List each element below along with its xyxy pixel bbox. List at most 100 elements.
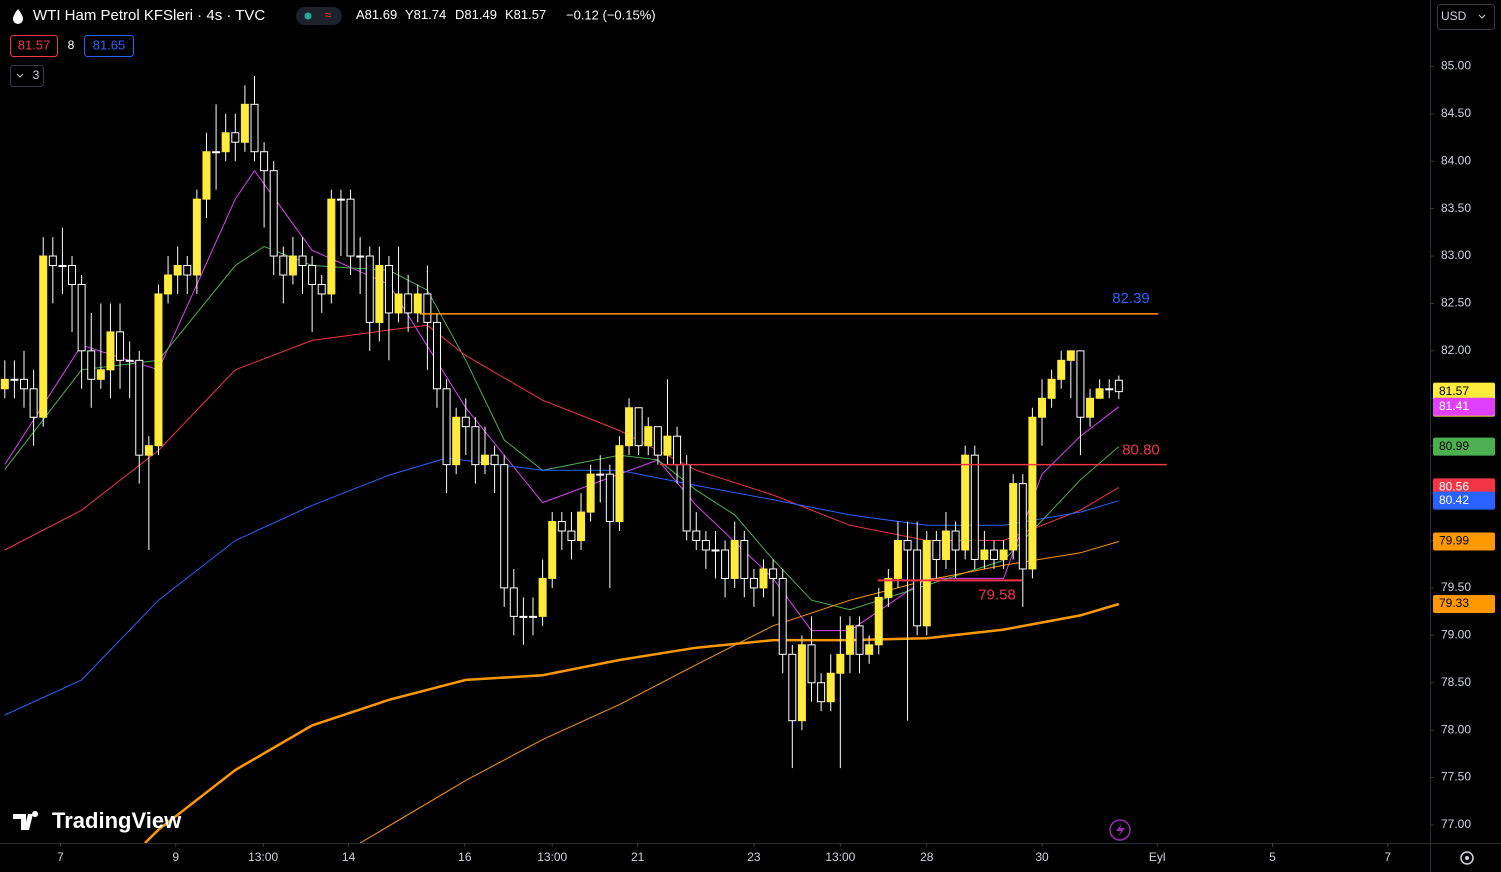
candle-body — [432, 321, 441, 390]
x-tick-label: 23 — [747, 850, 761, 864]
candle-body — [144, 445, 153, 456]
ohlc-open-value: 81.69 — [365, 7, 398, 22]
brand-name: TradingView — [52, 808, 182, 833]
candle-body — [68, 265, 77, 285]
candle-body — [721, 549, 730, 579]
candle-body — [192, 198, 201, 276]
candle-body — [826, 672, 835, 703]
chevron — [1478, 14, 1486, 19]
y-tick-label: 84.50 — [1441, 106, 1471, 120]
ohlc-low: D81.49 — [455, 7, 497, 22]
alert-icon[interactable] — [1109, 819, 1131, 841]
alert-bolt — [1116, 823, 1125, 837]
candle-body — [1066, 350, 1075, 361]
ohlc-close-prefix: K — [505, 7, 514, 22]
candle-body — [413, 293, 422, 314]
candle-body — [644, 426, 653, 447]
candle-body — [48, 255, 57, 267]
candle-body — [759, 568, 768, 589]
ohlc-low-prefix: D — [455, 7, 464, 22]
plot-area: 82.39 80.80 79.58 — [0, 75, 1167, 843]
candle-body — [605, 473, 614, 523]
candle-body — [336, 198, 345, 201]
candle-body — [298, 255, 307, 267]
candle-body — [557, 521, 566, 532]
sell-price[interactable]: 81.57 — [18, 37, 51, 52]
candle-body — [375, 265, 384, 323]
ohlc-high: Y81.74 — [405, 7, 446, 22]
y-tick-label: 83.50 — [1441, 201, 1471, 215]
candle-body — [548, 521, 557, 579]
ohlc-low-value: 81.49 — [464, 7, 497, 22]
candle-body — [932, 540, 941, 560]
y-tick-label: 82.50 — [1441, 296, 1471, 310]
y-tick-label: 79.00 — [1441, 628, 1471, 642]
candle-body — [807, 644, 816, 684]
candle-body — [394, 293, 403, 314]
candle-body — [692, 530, 701, 542]
candle-body — [106, 331, 115, 371]
candle-body — [1086, 397, 1095, 418]
x-tick-label: 30 — [1035, 850, 1049, 864]
candle-body — [116, 331, 125, 361]
candle-body — [490, 454, 499, 466]
symbol-icon — [13, 9, 23, 24]
candle-body — [529, 615, 538, 618]
candle-body — [577, 511, 586, 542]
candle-body — [212, 151, 221, 154]
y-tick-label: 79.50 — [1441, 580, 1471, 594]
candle-body — [509, 587, 518, 617]
candle-body — [769, 568, 778, 579]
candle-body — [1018, 483, 1027, 570]
candle-body — [951, 530, 960, 551]
ohlc-high-value: 81.74 — [414, 7, 447, 22]
candle-body — [20, 378, 29, 390]
settings-icon[interactable] — [1460, 851, 1474, 865]
candle-body — [778, 577, 787, 655]
symbol-title: WTI Ham Petrol KFSleri · 4s · TVC — [33, 7, 265, 24]
currency[interactable]: USD — [1441, 9, 1467, 23]
candle-body — [288, 255, 297, 276]
x-tick-label: 14 — [342, 850, 356, 864]
candle-body — [221, 132, 230, 153]
y-tick-label: 77.50 — [1441, 770, 1471, 784]
currency-selector[interactable] — [1437, 4, 1495, 30]
buy-button[interactable] — [84, 35, 134, 57]
indicator-line — [4, 245, 1120, 611]
candle-body — [836, 653, 845, 674]
candle-body — [1114, 379, 1123, 393]
market-status — [304, 12, 312, 20]
candle-body — [567, 530, 576, 542]
indicators-toggle[interactable] — [10, 65, 44, 87]
candle-body — [999, 549, 1008, 560]
price-tag-label: 79.99 — [1439, 534, 1469, 548]
indicators-count[interactable]: 3 — [33, 68, 40, 82]
price-tag — [1433, 397, 1495, 416]
candle-body — [269, 170, 278, 257]
level-label: 79.58 — [978, 586, 1016, 603]
candle-body — [356, 255, 365, 258]
candle-body — [461, 416, 470, 428]
ohlc-change: −0.12 (−0.15%) — [566, 7, 656, 22]
candle-body — [96, 369, 105, 380]
candle-body — [913, 549, 922, 627]
candle-body — [893, 540, 902, 579]
candle-body — [346, 198, 355, 257]
settings-icon-center — [1465, 856, 1469, 860]
candle-body — [730, 540, 739, 579]
candle-body — [1076, 350, 1085, 418]
candle-body — [740, 540, 749, 579]
sell-button[interactable] — [10, 35, 58, 57]
candle-body — [903, 540, 912, 551]
candle-body — [77, 283, 86, 352]
candle-body — [817, 682, 826, 703]
candle-body — [452, 416, 461, 466]
candle-body — [1038, 397, 1047, 418]
buy-price[interactable]: 81.65 — [93, 37, 126, 52]
candle-body — [404, 293, 413, 314]
x-tick-label: 9 — [172, 850, 179, 864]
candle-body — [538, 577, 547, 617]
candle-body — [317, 283, 326, 295]
indicator-line — [4, 169, 1120, 632]
